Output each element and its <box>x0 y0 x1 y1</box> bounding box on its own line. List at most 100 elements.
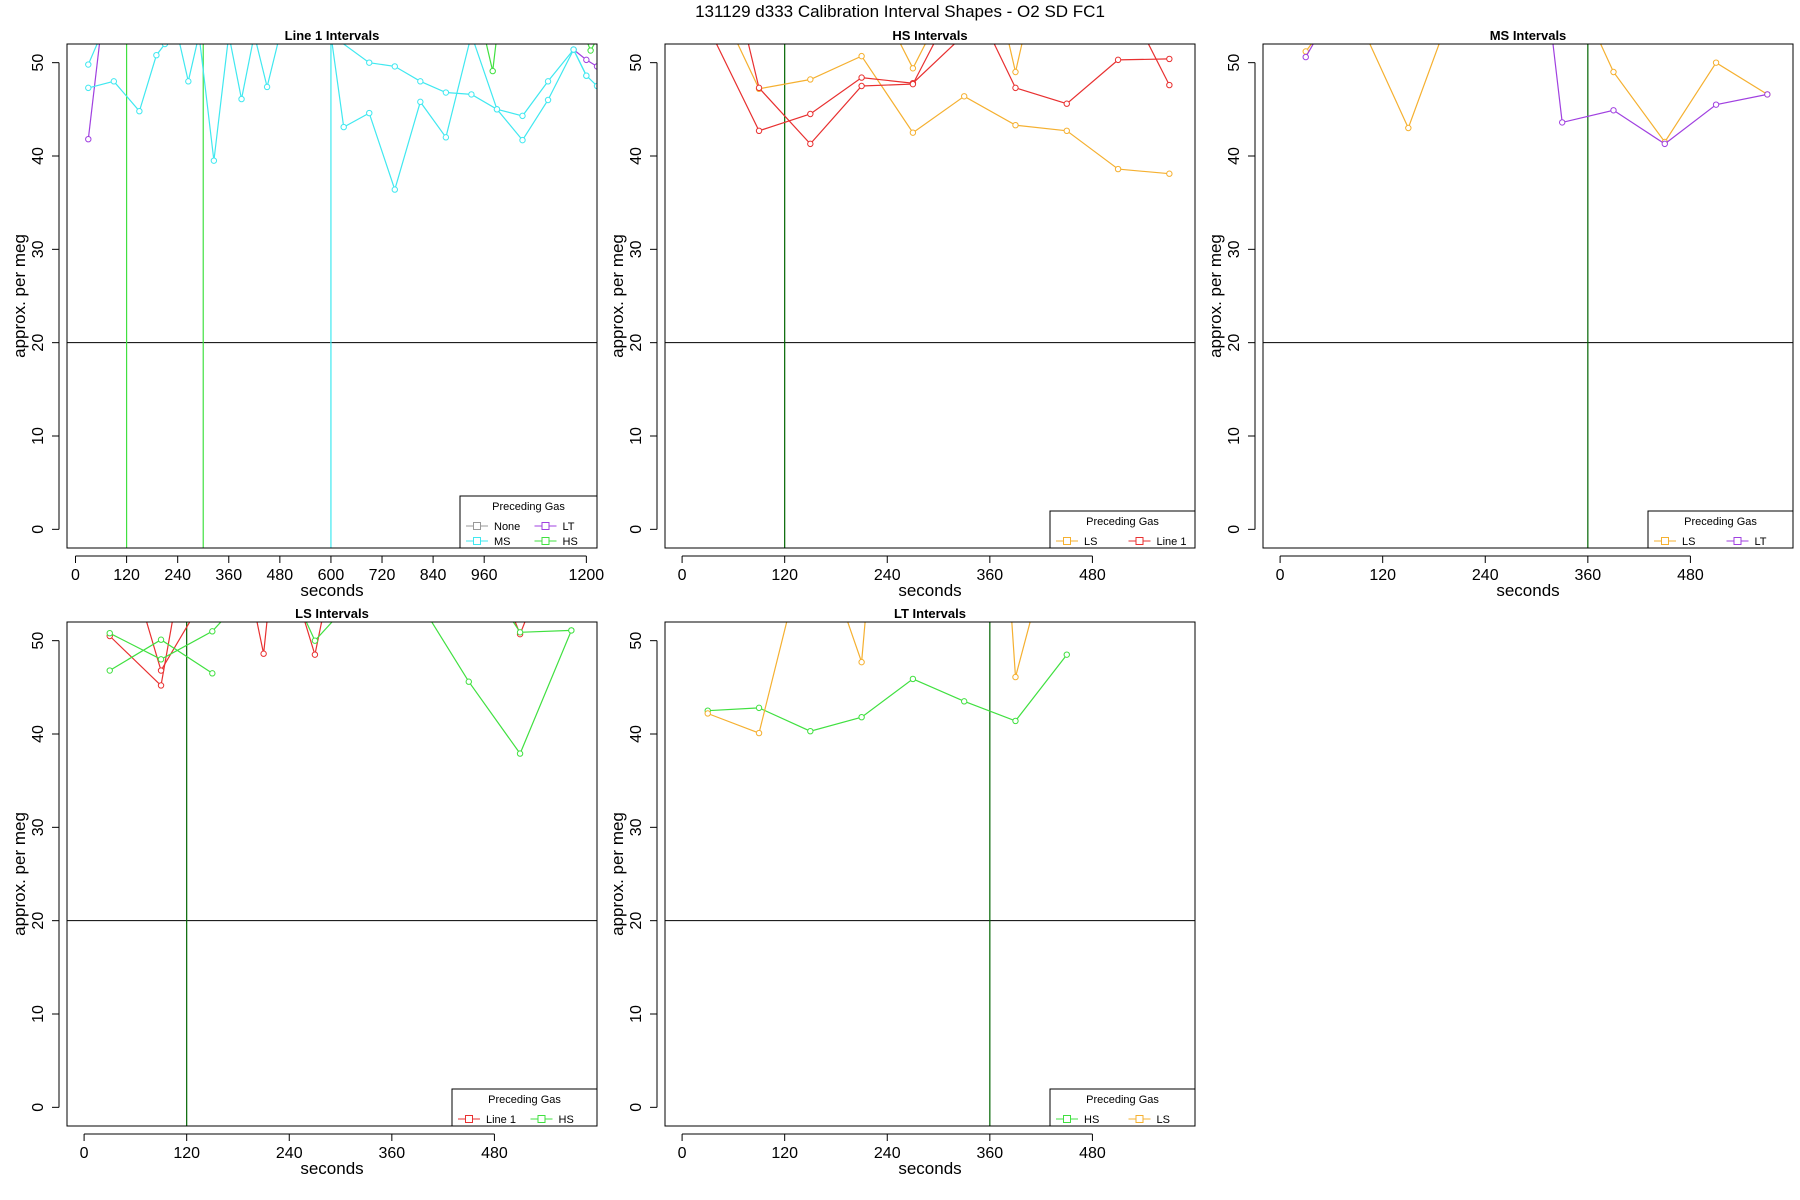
legend-swatch-box <box>1063 537 1071 545</box>
y-tick-label: 40 <box>30 147 47 165</box>
data-point <box>858 658 865 666</box>
x-tick-label: 240 <box>276 1145 303 1162</box>
x-tick-label: 480 <box>1079 567 1106 584</box>
x-axis-label: seconds <box>300 1159 363 1178</box>
data-point <box>516 750 524 757</box>
y-tick-label: 30 <box>30 818 47 836</box>
series-line <box>707 654 1068 732</box>
legend-label: LT <box>563 521 575 533</box>
y-tick-label: 20 <box>30 912 47 930</box>
y-tick-label: 40 <box>628 147 645 165</box>
legend-entry: LS <box>1128 1114 1170 1126</box>
legend-label: LS <box>1157 1114 1170 1126</box>
legend-entry: MS <box>466 536 511 548</box>
data-point <box>909 65 917 72</box>
y-tick-label: 30 <box>30 240 47 258</box>
x-axis: 0 120 240 360 480 600 720 840 960 1200 seconds <box>71 555 605 600</box>
legend-entry: Line 1 <box>1128 536 1186 548</box>
series-line <box>255 44 279 88</box>
data-point <box>909 129 917 136</box>
x-tick-label: 960 <box>471 567 498 584</box>
x-axis: 0 120 240 360 480 seconds <box>80 1133 508 1178</box>
legend-label: HS <box>559 1114 574 1126</box>
y-tick-label: 30 <box>628 818 645 836</box>
data-point <box>568 627 575 634</box>
data-point <box>807 728 814 735</box>
legend-title: Preceding Gas <box>492 501 565 513</box>
data-point <box>544 78 552 85</box>
data-point <box>210 157 218 164</box>
legend-swatch-box <box>1135 537 1144 545</box>
data-point <box>1063 127 1070 135</box>
panel-title: LT Intervals <box>894 606 966 621</box>
y-tick-label: 50 <box>628 632 645 650</box>
series-line <box>1147 44 1170 86</box>
series-line <box>179 44 229 161</box>
data-point <box>340 123 347 131</box>
legend-label: Line 1 <box>486 1114 516 1126</box>
figure-title: 131129 d333 Calibration Interval Shapes … <box>695 2 1105 21</box>
legend-title: Preceding Gas <box>1086 1094 1159 1106</box>
x-tick-label: 120 <box>771 567 798 584</box>
panel-title: MS Intervals <box>1490 28 1567 43</box>
x-tick-label: 360 <box>976 567 1003 584</box>
legend-title: Preceding Gas <box>488 1094 561 1106</box>
data-point <box>858 82 865 90</box>
series-line <box>87 44 101 140</box>
series-ls <box>1302 44 1771 146</box>
legend-label: LS <box>1682 536 1695 548</box>
data-point <box>960 93 968 100</box>
x-tick-label: 480 <box>1677 567 1704 584</box>
legend-swatch-box <box>1063 1115 1071 1123</box>
data-point <box>1610 107 1617 114</box>
chart-panel-1: Line 1 Intervals 0 120 240 360 480 600 720 840 96… <box>10 28 604 600</box>
data-point <box>519 112 526 120</box>
x-tick-label: 480 <box>481 1145 508 1162</box>
legend-label: LS <box>1084 536 1097 548</box>
data-point <box>157 636 165 643</box>
y-tick-label: 50 <box>628 54 645 72</box>
y-tick-label: 20 <box>30 334 47 352</box>
data-point <box>260 650 267 657</box>
data-point <box>311 637 319 644</box>
y-axis-label: approx. per meg <box>1206 234 1225 358</box>
x-tick-label: 1200 <box>569 567 605 584</box>
series-line <box>1369 44 1440 130</box>
legend-swatch-box <box>473 537 481 545</box>
legend-box <box>1647 510 1794 549</box>
data-point <box>1012 717 1019 725</box>
legend-swatch-box <box>1661 537 1669 545</box>
data-point <box>209 670 216 677</box>
series-line <box>146 622 191 672</box>
legend-label: MS <box>494 536 511 548</box>
y-axis-label: approx. per meg <box>10 812 29 936</box>
data-point <box>468 91 475 98</box>
legend: Preceding Gas LS Line 1 <box>1049 510 1196 549</box>
data-point <box>1764 91 1771 98</box>
series-line-1 <box>715 44 1173 148</box>
legend-title: Preceding Gas <box>1086 516 1159 528</box>
y-tick-label: 10 <box>30 427 47 445</box>
data-point <box>755 729 763 737</box>
legend-label: HS <box>563 536 578 548</box>
legend-box <box>451 1088 598 1127</box>
series-line <box>88 44 166 113</box>
data-point <box>85 61 92 68</box>
x-tick-label: 120 <box>173 1145 200 1162</box>
data-point <box>1558 119 1566 126</box>
legend-box <box>1049 510 1196 549</box>
data-point <box>442 89 450 96</box>
data-point <box>1114 165 1122 173</box>
y-tick-label: 40 <box>628 725 645 743</box>
y-tick-label: 10 <box>628 427 645 445</box>
chart-panel-5: LT Intervals 0 120 240 360 480 seconds 0 10 20 30 4… <box>608 606 1196 1178</box>
data-point <box>185 78 192 85</box>
series-line <box>715 44 956 132</box>
series-line <box>847 622 866 663</box>
x-axis: 0 120 240 360 480 seconds <box>1276 555 1704 600</box>
series-line <box>1305 44 1313 52</box>
y-axis: 0 10 20 30 40 50 approx. per meg <box>608 54 658 534</box>
y-tick-label: 0 <box>628 525 645 534</box>
data-point <box>391 186 398 193</box>
